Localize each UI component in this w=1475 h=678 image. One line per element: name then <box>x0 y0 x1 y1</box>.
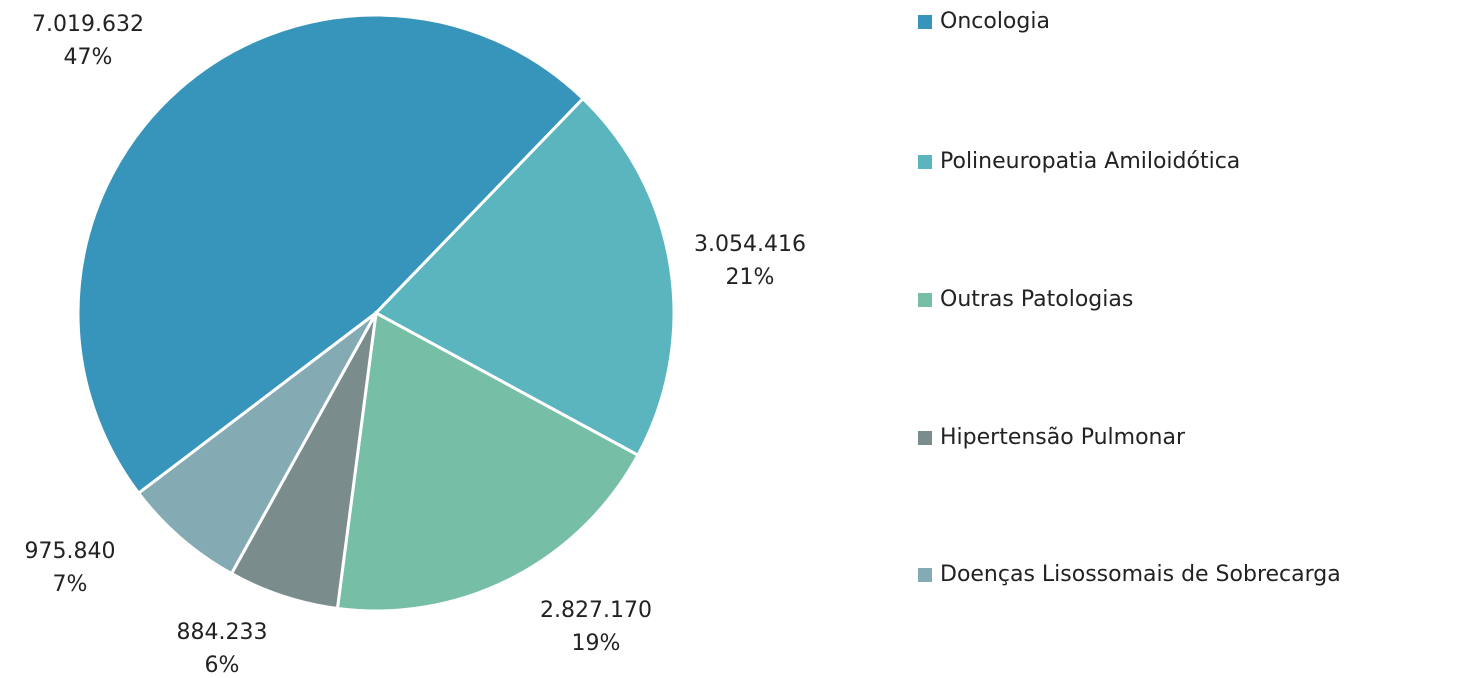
percentage-label: 6% <box>205 653 240 678</box>
pie-slice <box>76 13 586 496</box>
value-label: 7.019.632 <box>32 12 144 37</box>
value-label: 3.054.416 <box>694 232 806 257</box>
percentage-label: 19% <box>572 631 621 656</box>
legend-label: Oncologia <box>940 9 1050 34</box>
value-label: 2.827.170 <box>540 598 652 623</box>
percentage-label: 7% <box>53 572 88 597</box>
legend-label: Outras Patologias <box>940 287 1133 312</box>
legend-label: Doenças Lisossomais de Sobrecarga <box>940 562 1341 587</box>
pie-slice <box>335 310 640 613</box>
legend-swatch <box>918 431 932 445</box>
value-label: 884.233 <box>177 620 268 645</box>
legend-label: Hipertensão Pulmonar <box>940 425 1186 450</box>
percentage-label: 21% <box>726 265 775 290</box>
value-label: 975.840 <box>25 539 116 564</box>
legend-swatch <box>918 15 932 29</box>
legend-swatch <box>918 155 932 169</box>
legend-swatch <box>918 568 932 582</box>
legend-label: Polineuropatia Amiloidótica <box>940 149 1240 174</box>
legend-swatch <box>918 293 932 307</box>
percentage-label: 47% <box>64 45 113 70</box>
pie-slice <box>136 311 378 576</box>
pie-slice <box>373 96 676 458</box>
